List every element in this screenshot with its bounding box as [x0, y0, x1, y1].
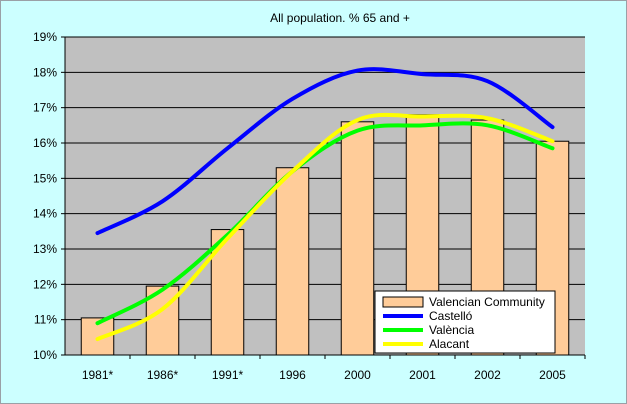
x-tick-label: 2001 [409, 368, 436, 382]
series-line [95, 67, 555, 236]
y-tick-label: 10% [33, 348, 57, 362]
series-line [95, 121, 555, 326]
x-tick-label: 1981* [82, 368, 114, 382]
chart-title: All population. % 65 and + [270, 11, 410, 25]
legend-label: Alacant [429, 337, 470, 351]
y-tick-label: 18% [33, 65, 57, 79]
x-tick-label: 1996 [279, 368, 306, 382]
x-tick-label: 2000 [344, 368, 371, 382]
legend-label: Castelló [429, 309, 473, 323]
y-tick-label: 17% [33, 101, 57, 115]
y-tick-label: 13% [33, 242, 57, 256]
line-series [95, 67, 555, 342]
bar [340, 121, 375, 356]
y-tick-label: 12% [33, 277, 57, 291]
legend-label: Valencian Community [429, 295, 545, 309]
y-tick-label: 15% [33, 171, 57, 185]
y-axis-tick-labels: 10% 11% 12% 13% 14% 15% 16% 17% 18% 19% [33, 30, 65, 362]
legend: Valencian CommunityCastellóValènciaAlaca… [374, 290, 556, 354]
y-tick-label: 14% [33, 207, 57, 221]
y-tick-label: 19% [33, 30, 57, 44]
x-tick-label: 1991* [212, 368, 244, 382]
bar [275, 167, 310, 356]
legend-swatch [382, 296, 424, 308]
y-tick-label: 11% [34, 313, 57, 327]
x-tick-label: 2002 [474, 368, 501, 382]
x-tick-label: 1986* [147, 368, 179, 382]
bar-series [80, 114, 570, 356]
legend-label: València [429, 323, 474, 337]
x-tick-label: 2005 [539, 368, 566, 382]
y-tick-label: 16% [33, 136, 57, 150]
x-axis-tick-labels: 1981* 1986* 1991* 1996 2000 2001 2002 2005 [82, 355, 586, 382]
series-line [95, 112, 555, 342]
